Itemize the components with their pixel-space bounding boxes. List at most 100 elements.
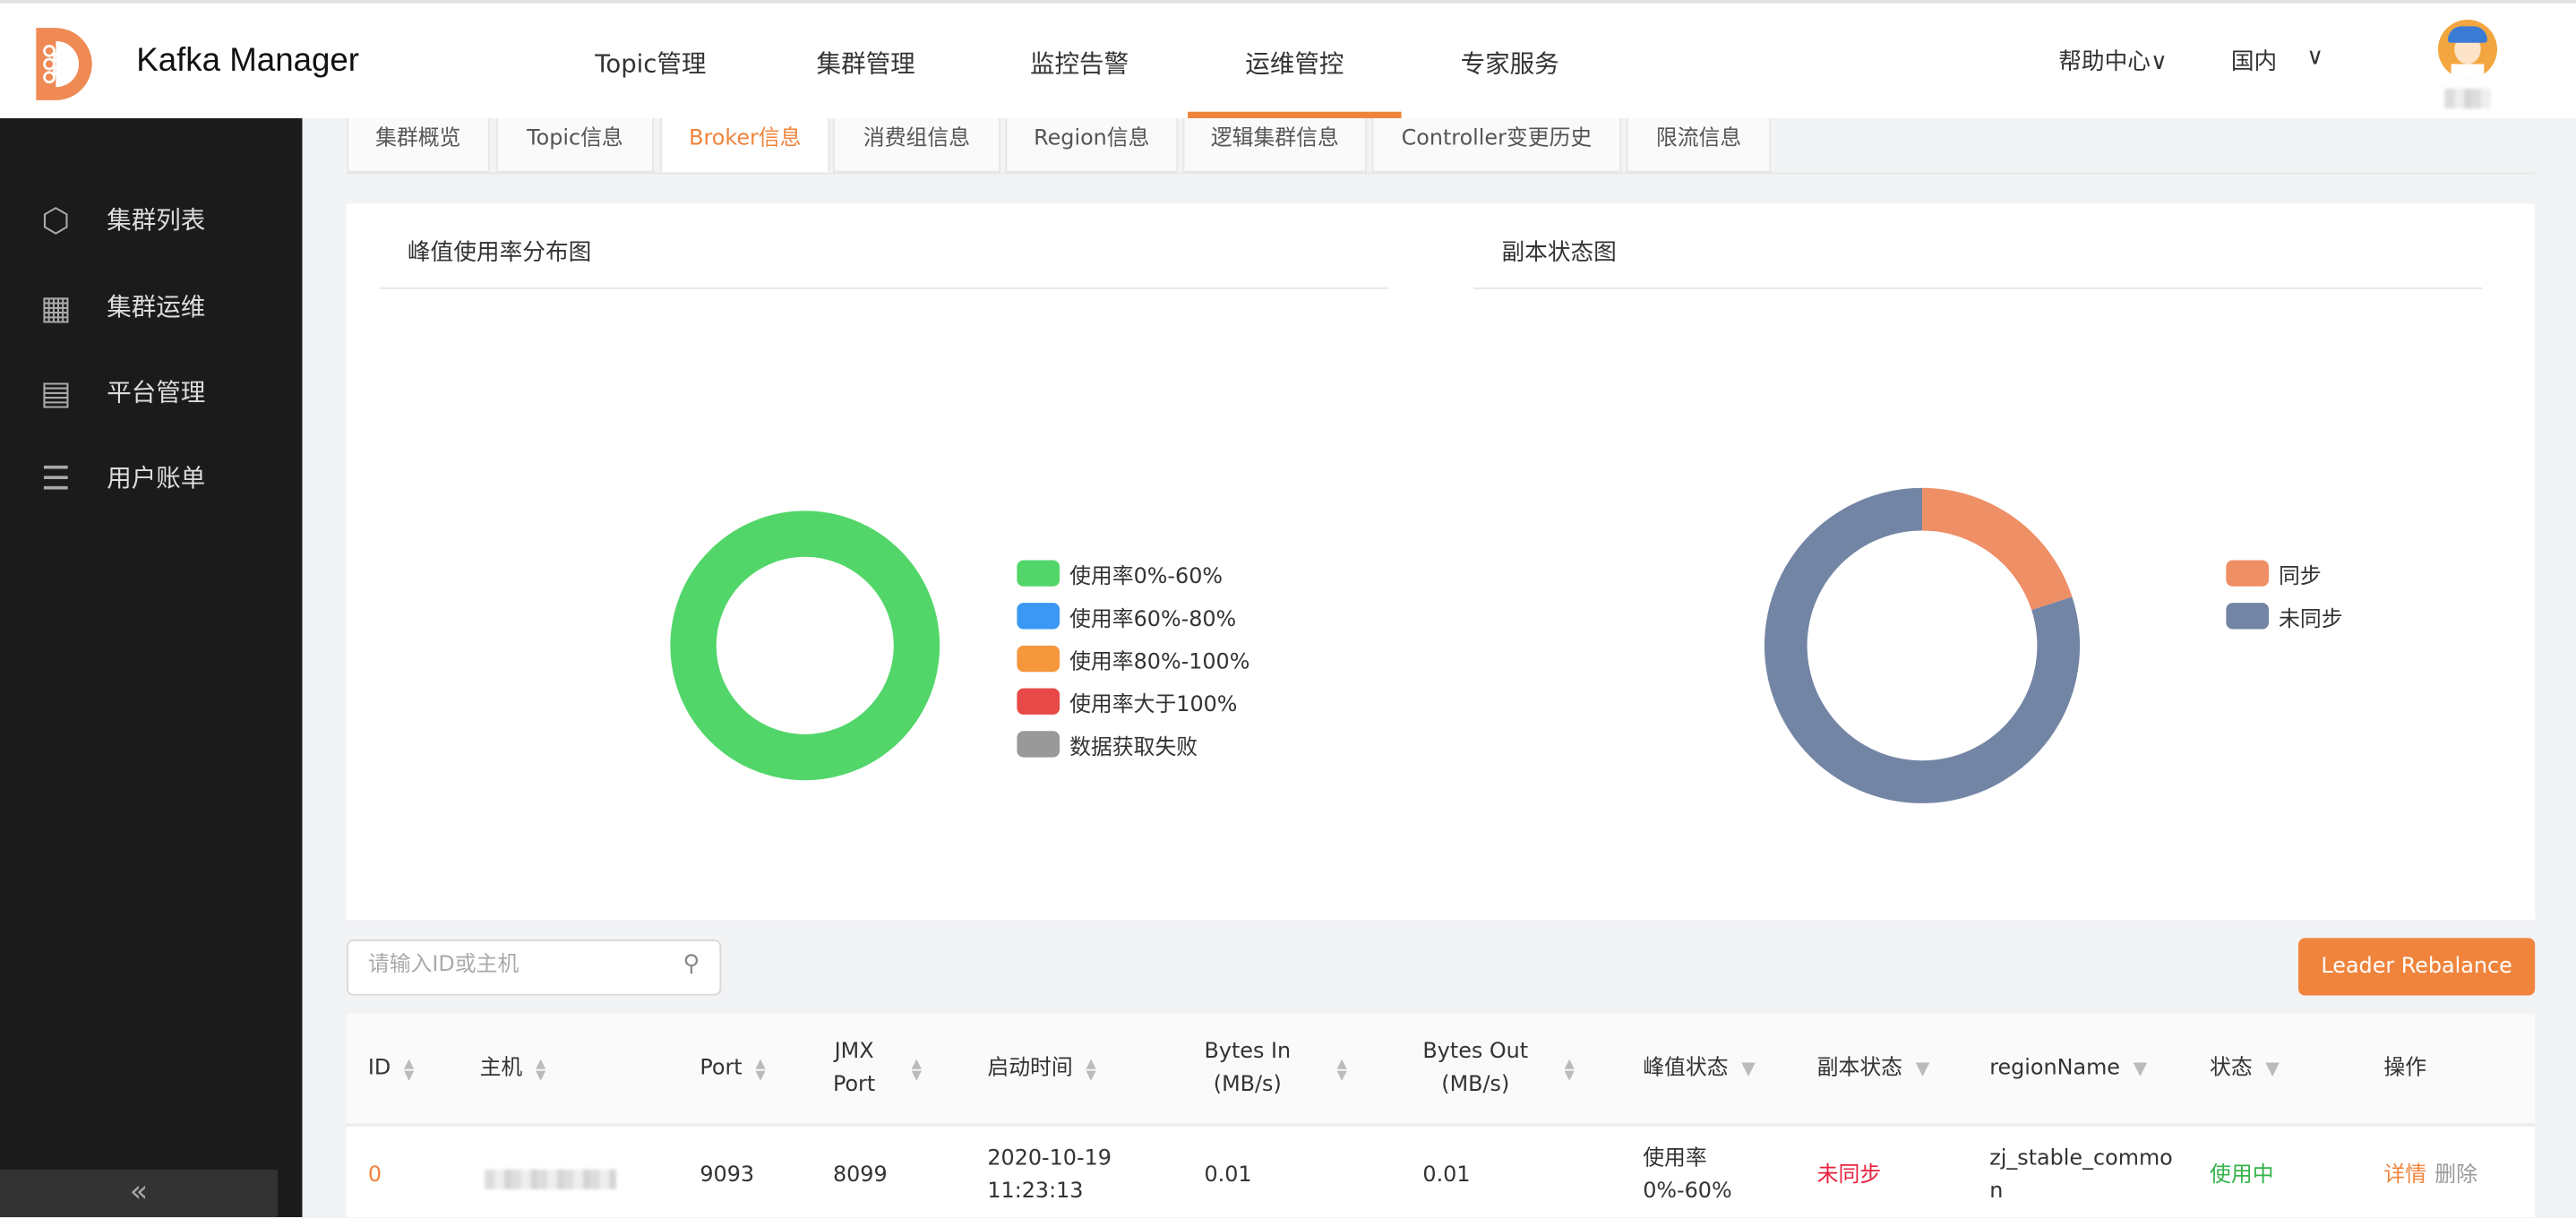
col-host[interactable]: 主机 ▲ ▼	[480, 1014, 546, 1126]
sort-icon[interactable]: ▲ ▼	[1086, 1056, 1096, 1083]
region-name-cell: zj_stable_commo n	[1989, 1146, 2173, 1205]
start-time-cell: 2020-10-19 11:23:13	[987, 1146, 1112, 1205]
filter-icon[interactable]: ▼	[2265, 1058, 2280, 1080]
col-label: 峰值状态	[1643, 1056, 1729, 1081]
col-port[interactable]: Port ▲ ▼	[700, 1014, 765, 1126]
tab-topic-info[interactable]: Topic信息	[495, 118, 655, 173]
cluster-ops-icon: ▦	[40, 287, 72, 328]
col-replica-status[interactable]: 副本状态 ▼	[1817, 1014, 1930, 1126]
legend-label[interactable]: 未同步	[2279, 607, 2343, 633]
tab-divider	[347, 172, 2536, 175]
donut-slice[interactable]	[1922, 487, 2073, 611]
legend-label[interactable]: 数据获取失败	[1069, 735, 1198, 761]
top-header: Kafka Manager Topic管理 集群管理 监控告警 运维管控 专家服…	[0, 0, 2576, 119]
sidebar-item-label: 平台管理	[107, 377, 206, 407]
col-region-name[interactable]: regionName ▼	[1989, 1014, 2147, 1126]
col-label: (MB/s)	[1441, 1072, 1510, 1098]
sidebar-item-billing[interactable]: ☰ 用户账单	[0, 443, 302, 509]
status-cell: 使用中	[2209, 1162, 2274, 1188]
sidebar-item-label: 集群列表	[107, 205, 206, 236]
nav-topic[interactable]: Topic管理	[595, 49, 707, 80]
col-jmx-port[interactable]: JMX Port ▲ ▼	[833, 1014, 922, 1126]
peak-status-cell: 使用率 0%-60%	[1643, 1146, 1732, 1205]
legend-swatch[interactable]	[1017, 688, 1060, 715]
sort-icon[interactable]: ▲ ▼	[755, 1056, 766, 1083]
col-peak-status[interactable]: 峰值状态 ▼	[1643, 1014, 1756, 1126]
legend-label[interactable]: 同步	[2279, 564, 2322, 590]
col-id[interactable]: ID ▲ ▼	[368, 1014, 414, 1126]
tab-controller-history[interactable]: Controller变更历史	[1371, 118, 1622, 173]
leader-rebalance-button[interactable]: Leader Rebalance	[2298, 938, 2536, 996]
legend-label[interactable]: 使用率80%-100%	[1069, 650, 1250, 675]
legend-label[interactable]: 使用率60%-80%	[1069, 607, 1237, 633]
nav-ops[interactable]: 运维管控	[1245, 49, 1344, 80]
col-bytes-out[interactable]: Bytes Out (MB/s) ▲ ▼	[1422, 1014, 1574, 1126]
user-avatar[interactable]	[2437, 20, 2497, 80]
help-center-menu[interactable]: 帮助中心∨	[2058, 49, 2168, 76]
filter-icon[interactable]: ▼	[1915, 1058, 1930, 1080]
sort-icon[interactable]: ▲ ▼	[1336, 1056, 1347, 1083]
sidebar-item-platform[interactable]: ▤ 平台管理	[0, 358, 302, 424]
port-cell: 9093	[700, 1162, 755, 1188]
tab-cluster-overview[interactable]: 集群概览	[347, 118, 490, 173]
legend-label[interactable]: 使用率0%-60%	[1069, 564, 1224, 590]
chevron-down-icon[interactable]: ∨	[2306, 44, 2324, 71]
details-link[interactable]: 详情	[2383, 1162, 2427, 1188]
search-input[interactable]	[367, 952, 665, 978]
tab-region-info[interactable]: Region信息	[1005, 118, 1179, 173]
bytes-out-cell: 0.01	[1422, 1162, 1471, 1188]
table-header: ID ▲ ▼ 主机 ▲ ▼ Port ▲ ▼ JMX Port ▲ ▼ 启动时间 ▲ ▼ Bytes …	[347, 1013, 2536, 1126]
col-label: ID	[367, 1056, 391, 1081]
sidebar-item-cluster-list[interactable]: ⬡ 集群列表	[0, 185, 302, 251]
col-status[interactable]: 状态 ▼	[2210, 1014, 2280, 1126]
col-label: Bytes Out	[1422, 1040, 1529, 1065]
col-bytes-in[interactable]: Bytes In (MB/s) ▲ ▼	[1204, 1014, 1346, 1126]
col-label: regionName	[1989, 1056, 2120, 1081]
broker-id-link[interactable]: 0	[367, 1162, 382, 1188]
nav-active-indicator	[1188, 111, 1402, 119]
col-label: 操作	[2383, 1056, 2427, 1081]
filter-icon[interactable]: ▼	[2133, 1058, 2148, 1080]
sort-icon[interactable]: ▲ ▼	[403, 1056, 415, 1083]
search-box[interactable]: ⚲	[347, 939, 722, 996]
col-label: Port	[832, 1072, 876, 1098]
divider	[1473, 287, 2483, 289]
sidebar-collapse-button[interactable]: «	[0, 1169, 278, 1218]
legend-label[interactable]: 使用率大于100%	[1069, 693, 1238, 718]
col-start-time[interactable]: 启动时间 ▲ ▼	[987, 1014, 1095, 1126]
filter-icon[interactable]: ▼	[1741, 1058, 1756, 1080]
nav-monitor[interactable]: 监控告警	[1030, 49, 1129, 80]
sort-icon[interactable]: ▲ ▼	[535, 1056, 546, 1083]
legend-swatch[interactable]	[1017, 560, 1060, 587]
delete-link[interactable]: 删除	[2434, 1162, 2478, 1188]
legend-swatch[interactable]	[2226, 603, 2270, 630]
host-blurred	[485, 1169, 616, 1189]
tab-consumer-group-info[interactable]: 消费组信息	[832, 118, 1001, 173]
tab-logical-cluster-info[interactable]: 逻辑集群信息	[1182, 118, 1368, 173]
nav-expert[interactable]: 专家服务	[1460, 49, 1559, 80]
sidebar-item-label: 用户账单	[107, 463, 206, 493]
sort-icon[interactable]: ▲ ▼	[1564, 1056, 1575, 1083]
kafka-logo-icon	[36, 28, 92, 100]
nav-cluster[interactable]: 集群管理	[816, 49, 915, 80]
col-label: 主机	[479, 1056, 523, 1081]
legend-swatch[interactable]	[2226, 560, 2270, 587]
list-icon: ☰	[40, 458, 71, 498]
tab-throttle-info[interactable]: 限流信息	[1626, 118, 1772, 173]
region-select[interactable]: 国内	[2230, 49, 2278, 76]
search-icon[interactable]: ⚲	[683, 951, 700, 978]
replica-status-chart-title: 副本状态图	[1501, 239, 1617, 267]
replica-status-donut	[1764, 487, 2081, 803]
legend-swatch[interactable]	[1017, 731, 1060, 758]
legend-swatch[interactable]	[1017, 645, 1060, 673]
tab-broker-info[interactable]: Broker信息	[660, 118, 830, 173]
donut-slice[interactable]	[670, 510, 940, 781]
sidebar-item-cluster-ops[interactable]: ▦ 集群运维	[0, 272, 302, 338]
cluster-list-icon: ⬡	[41, 200, 71, 240]
col-label: 副本状态	[1816, 1056, 1903, 1081]
clipboard-icon: ▤	[40, 373, 72, 413]
legend-swatch[interactable]	[1017, 603, 1060, 630]
sort-icon[interactable]: ▲ ▼	[911, 1056, 922, 1083]
jmx-port-cell: 8099	[832, 1162, 888, 1188]
